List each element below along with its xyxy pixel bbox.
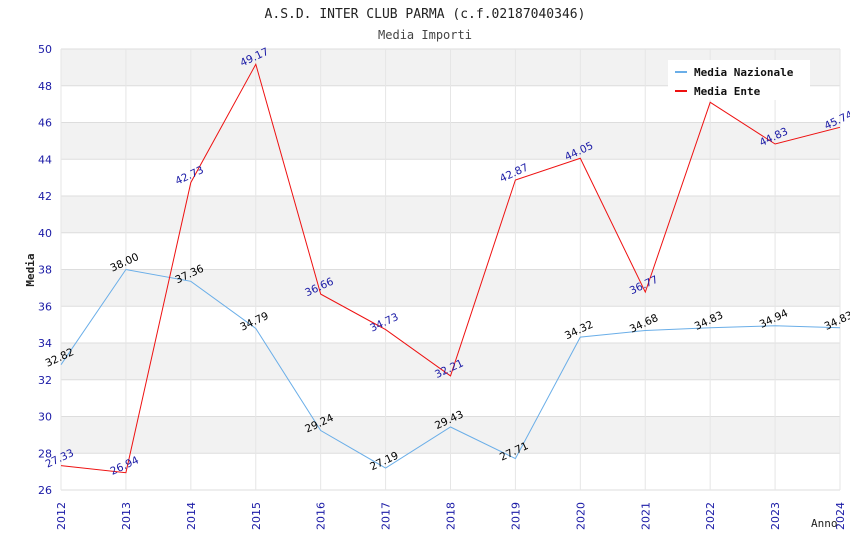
x-tick-label: 2019 [509, 502, 522, 530]
x-tick-label: 2012 [55, 502, 68, 530]
y-tick-label: 26 [38, 484, 52, 497]
chart-title: A.S.D. INTER CLUB PARMA (c.f.02187040346… [265, 7, 586, 22]
x-tick-label: 2023 [769, 502, 782, 530]
x-axis: 2012 2013 2014 2015 2016 2017 2018 2019 2020 2021… [55, 502, 847, 530]
x-tick-label: 2018 [445, 502, 458, 530]
x-tick-label: 2017 [380, 502, 393, 530]
y-tick-label: 32 [38, 374, 52, 387]
x-axis-label: Anno [811, 517, 838, 530]
legend: Media Nazionale Media Ente [668, 60, 810, 100]
series-line [60, 62, 841, 474]
x-tick-label: 2014 [185, 502, 198, 530]
chart-subtitle: Media Importi [378, 28, 472, 42]
y-tick-label: 30 [38, 411, 52, 424]
y-tick-label: 36 [38, 300, 52, 313]
legend-label: Media Ente [694, 85, 761, 98]
x-tick-label: 2016 [315, 502, 328, 530]
series-line [60, 268, 841, 469]
y-tick-label: 46 [38, 117, 52, 130]
legend-label: Media Nazionale [694, 66, 794, 79]
y-tick-label: 28 [38, 447, 52, 460]
y-axis-label: Media [24, 253, 37, 286]
y-tick-label: 44 [38, 153, 52, 166]
x-tick-label: 2024 [834, 502, 847, 530]
y-tick-label: 48 [38, 80, 52, 93]
x-tick-label: 2022 [704, 502, 717, 530]
y-tick-label: 34 [38, 337, 52, 350]
x-tick-label: 2021 [639, 502, 652, 530]
x-tick-label: 2013 [120, 502, 133, 530]
y-tick-label: 50 [38, 43, 52, 56]
y-tick-label: 40 [38, 227, 52, 240]
series-lines [60, 62, 841, 474]
y-tick-label: 42 [38, 190, 52, 203]
y-axis: 26 28 30 32 34 36 38 40 42 44 46 48 50 [38, 43, 52, 497]
legend-box [668, 60, 810, 100]
x-tick-label: 2020 [574, 502, 587, 530]
y-tick-label: 38 [38, 264, 52, 277]
x-tick-label: 2015 [250, 502, 263, 530]
grid-bands [60, 48, 841, 491]
